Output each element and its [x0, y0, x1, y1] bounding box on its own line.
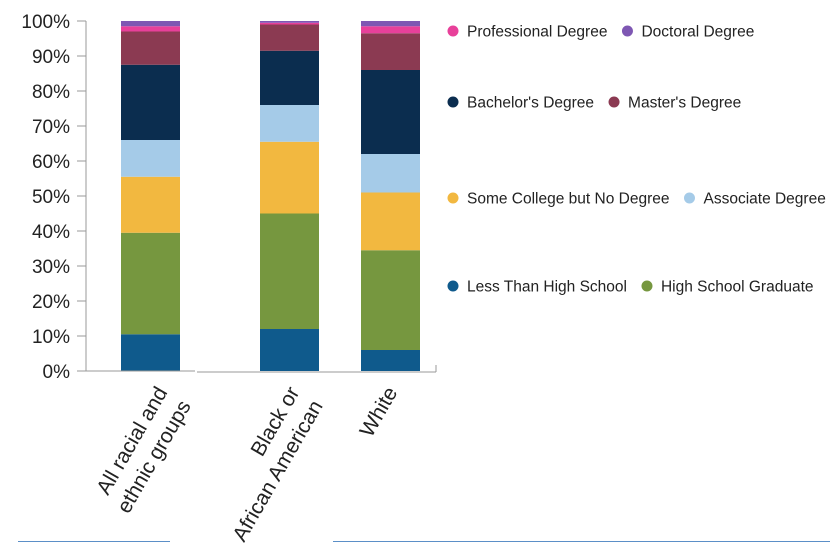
bar-master-s-degree-3 [361, 33, 420, 70]
legend-swatch [683, 192, 695, 204]
bar-associate-degree-1 [121, 140, 180, 177]
y-tick-label: 50% [32, 187, 70, 208]
legend-item-less-than-high-school: Less Than High School [447, 279, 627, 296]
legend-swatch [447, 192, 459, 204]
legend-label: Doctoral Degree [641, 24, 754, 41]
bar-high-school-graduate-2 [260, 213, 319, 329]
legend-swatch [641, 280, 653, 292]
bar-professional-degree-1 [121, 26, 180, 32]
x-category-label-line: White [356, 383, 403, 441]
y-tick-label: 40% [32, 222, 70, 243]
bars [121, 21, 420, 371]
legend-swatch [447, 280, 459, 292]
legend-swatch [447, 25, 459, 37]
legend-label: Associate Degree [703, 191, 825, 208]
bar-associate-degree-2 [260, 105, 319, 142]
y-tick-label: 80% [32, 82, 70, 103]
y-tick-label: 70% [32, 117, 70, 138]
legend-swatch [608, 96, 620, 108]
legend-item-high-school-graduate: High School Graduate [641, 279, 814, 296]
bar-high-school-graduate-1 [121, 232, 180, 335]
legend: Professional Degree Doctoral Degree Bachel… [447, 24, 826, 296]
legend-label: Master's Degree [628, 95, 741, 112]
bar-less-than-high-school-2 [260, 329, 319, 371]
bar-doctoral-degree-3 [361, 21, 420, 27]
y-tick-label: 30% [32, 257, 70, 278]
bar-associate-degree-3 [361, 154, 420, 193]
y-tick-label: 20% [32, 292, 70, 313]
legend-label: Bachelor's Degree [467, 95, 594, 112]
bar-doctoral-degree-2 [260, 21, 319, 23]
x-category-label: White [356, 383, 403, 441]
legend-item-doctoral-degree: Doctoral Degree [621, 24, 754, 41]
legend-label: Professional Degree [467, 24, 607, 41]
bar-bachelor-s-degree-1 [121, 64, 180, 140]
legend-item-some-college-but-no-degree: Some College but No Degree [447, 191, 669, 208]
y-tick-label: 10% [32, 327, 70, 348]
bar-less-than-high-school-3 [361, 350, 420, 371]
legend-item-associate-degree: Associate Degree [683, 191, 826, 208]
y-axis: 0% 10% 20% 30% 40% 50% 60% 70% 80% 90% 100% [21, 12, 87, 383]
legend-label: Some College but No Degree [467, 191, 669, 208]
legend-label: High School Graduate [661, 279, 814, 296]
bottom-rule-right [333, 541, 830, 542]
bottom-rule-left [18, 541, 170, 542]
legend-swatch [447, 96, 459, 108]
x-category-label: All racial andethnic groups [89, 383, 195, 517]
y-tick-label: 90% [32, 47, 70, 68]
legend-label: Less Than High School [467, 279, 627, 296]
legend-item-professional-degree: Professional Degree [447, 24, 607, 41]
bar-professional-degree-2 [260, 22, 319, 25]
y-tick-label: 100% [21, 12, 70, 33]
legend-item-master-s-degree: Master's Degree [608, 95, 741, 112]
bar-some-college-but-no-degree-3 [361, 192, 420, 251]
bar-doctoral-degree-1 [121, 21, 180, 27]
x-axis: All racial andethnic groups Black orAfric… [86, 365, 437, 545]
bar-master-s-degree-2 [260, 24, 319, 51]
bar-bachelor-s-degree-2 [260, 50, 319, 105]
x-category-label: Black orAfrican American [205, 383, 328, 545]
bar-less-than-high-school-1 [121, 334, 180, 371]
bar-high-school-graduate-3 [361, 250, 420, 350]
y-tick-label: 0% [43, 362, 71, 383]
bar-bachelor-s-degree-3 [361, 70, 420, 154]
legend-item-bachelor-s-degree: Bachelor's Degree [447, 95, 594, 112]
y-tick-label: 60% [32, 152, 70, 173]
bar-some-college-but-no-degree-1 [121, 176, 180, 233]
legend-swatch [621, 25, 633, 37]
bar-professional-degree-3 [361, 26, 420, 34]
bar-some-college-but-no-degree-2 [260, 141, 319, 214]
bar-master-s-degree-1 [121, 31, 180, 65]
